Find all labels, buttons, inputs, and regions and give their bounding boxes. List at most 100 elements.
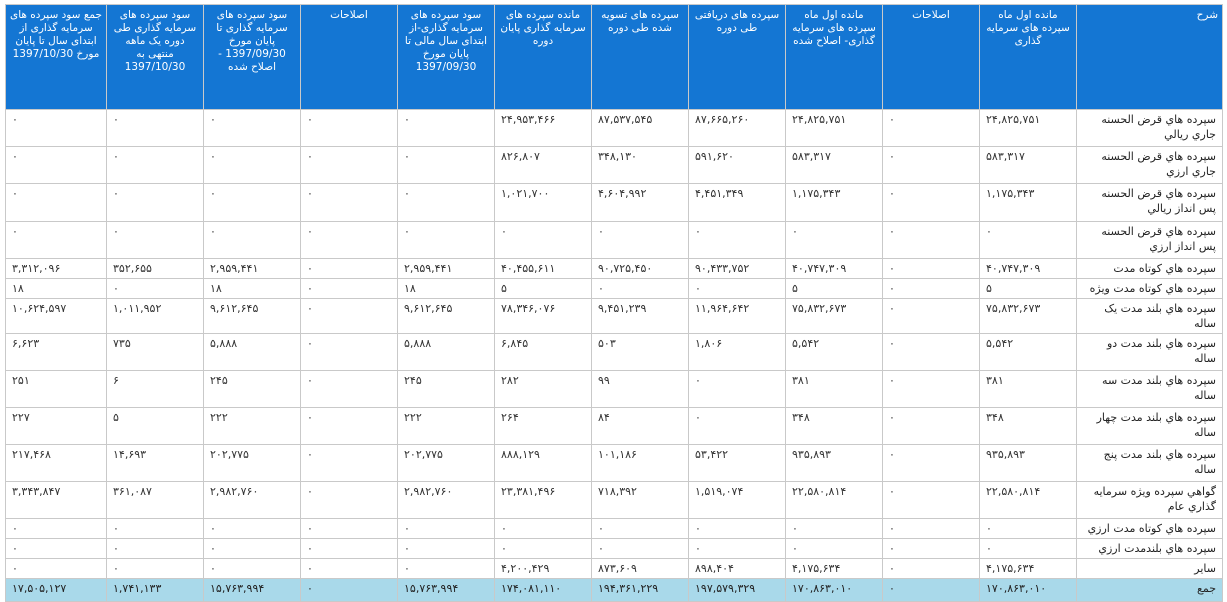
cell-profit-month: ۰	[106, 538, 204, 559]
header-row: شرح مانده اول ماه سپرده های سرمایه گذاری…	[5, 4, 1223, 110]
header-adjustments: اصلاحات	[882, 4, 980, 110]
cell-profit-adjustments: ۰	[300, 146, 398, 184]
total-opening-balance-adjusted: ۱۷۰,۸۶۳,۰۱۰	[785, 578, 883, 602]
cell-opening-balance: ۴۰,۷۴۷,۳۰۹	[979, 258, 1077, 279]
cell-profit-total: ۰	[5, 558, 107, 579]
cell-description: ساير	[1076, 558, 1223, 579]
cell-opening-balance: ۵,۵۴۲	[979, 333, 1077, 371]
cell-received-deposits: ۰	[688, 370, 786, 408]
cell-settled-deposits: ۳۴۸,۱۳۰	[591, 146, 689, 184]
total-row: جمع ۱۷۰,۸۶۳,۰۱۰ ۰ ۱۷۰,۸۶۳,۰۱۰ ۱۹۷,۵۷۹,۳۲۹ ۱۹۴…	[5, 578, 1223, 602]
cell-description: سپرده هاي بلند مدت سه ساله	[1076, 370, 1223, 408]
table-row: سپرده هاي بلند مدت يک ساله ۷۵,۸۳۲,۶۷۳ ۰ ۷۵,…	[5, 298, 1223, 334]
cell-profit-ytd: ۰	[397, 538, 495, 559]
cell-received-deposits: ۸۹۸,۴۰۴	[688, 558, 786, 579]
total-opening-balance: ۱۷۰,۸۶۳,۰۱۰	[979, 578, 1077, 602]
cell-profit-ytd: ۰	[397, 558, 495, 579]
cell-settled-deposits: ۰	[591, 278, 689, 299]
cell-received-deposits: ۱,۵۱۹,۰۷۴	[688, 481, 786, 519]
total-adjustments: ۰	[882, 578, 980, 602]
cell-profit-adjustments: ۰	[300, 298, 398, 334]
cell-description: سپرده هاي بلند مدت يک ساله	[1076, 298, 1223, 334]
cell-closing-balance: ۰	[494, 518, 592, 539]
cell-description: سپرده هاي بلند مدت پنج ساله	[1076, 444, 1223, 482]
cell-opening-balance-adjusted: ۰	[785, 538, 883, 559]
cell-profit-month: ۰	[106, 183, 204, 222]
table-row: سپرده هاي كوتاه مدت ۴۰,۷۴۷,۳۰۹ ۰ ۴۰,۷۴۷,۳۰۹…	[5, 258, 1223, 279]
cell-profit-ytd: ۰	[397, 109, 495, 147]
table-row: سپرده هاي بلند مدت سه ساله ۳۸۱ ۰ ۳۸۱ ۰ ۹۹ ۲۸۲ ۲…	[5, 370, 1223, 408]
total-received-deposits: ۱۹۷,۵۷۹,۳۲۹	[688, 578, 786, 602]
cell-profit-total: ۰	[5, 518, 107, 539]
header-settled-deposits: سپرده های تسویه شده طی دوره	[591, 4, 689, 110]
cell-profit-adjusted: ۱۸	[203, 278, 301, 299]
cell-profit-total: ۰	[5, 221, 107, 259]
cell-profit-month: ۰	[106, 221, 204, 259]
cell-profit-month: ۱۴,۶۹۳	[106, 444, 204, 482]
cell-description: سپرده هاي كوتاه مدت ويژه	[1076, 278, 1223, 299]
cell-profit-adjustments: ۰	[300, 370, 398, 408]
cell-received-deposits: ۰	[688, 407, 786, 445]
cell-closing-balance: ۲۳,۳۸۱,۴۹۶	[494, 481, 592, 519]
cell-profit-adjusted: ۰	[203, 518, 301, 539]
cell-profit-total: ۰	[5, 109, 107, 147]
header-profit-month: سود سپرده های سرمایه گذاری طی دوره یک ما…	[106, 4, 204, 110]
table-row: سپرده هاي قرض الحسنه جاري ارزي ۵۸۳,۳۱۷ ۰ ۵۸…	[5, 146, 1223, 184]
cell-adjustments: ۰	[882, 221, 980, 259]
cell-profit-month: ۰	[106, 109, 204, 147]
cell-profit-month: ۱,۰۱۱,۹۵۲	[106, 298, 204, 334]
cell-profit-adjusted: ۰	[203, 183, 301, 222]
cell-opening-balance-adjusted: ۵	[785, 278, 883, 299]
total-description: جمع	[1076, 578, 1223, 602]
cell-profit-ytd: ۰	[397, 146, 495, 184]
cell-profit-adjustments: ۰	[300, 221, 398, 259]
cell-adjustments: ۰	[882, 146, 980, 184]
cell-opening-balance: ۲۴,۸۲۵,۷۵۱	[979, 109, 1077, 147]
cell-opening-balance-adjusted: ۰	[785, 221, 883, 259]
cell-closing-balance: ۲۸۲	[494, 370, 592, 408]
cell-profit-total: ۲۲۷	[5, 407, 107, 445]
cell-opening-balance-adjusted: ۹۳۵,۸۹۳	[785, 444, 883, 482]
header-opening-balance: مانده اول ماه سپرده های سرمایه گذاری	[979, 4, 1077, 110]
cell-settled-deposits: ۹,۴۵۱,۲۳۹	[591, 298, 689, 334]
cell-description: سپرده هاي كوتاه مدت	[1076, 258, 1223, 279]
cell-profit-adjustments: ۰	[300, 183, 398, 222]
cell-opening-balance: ۳۸۱	[979, 370, 1077, 408]
cell-profit-adjusted: ۰	[203, 146, 301, 184]
table-row: ساير ۴,۱۷۵,۶۳۴ ۰ ۴,۱۷۵,۶۳۴ ۸۹۸,۴۰۴ ۸۷۳,۶۰۹ ۴,۲…	[5, 558, 1223, 579]
table-row: سپرده هاي قرض الحسنه جاري ريالي ۲۴,۸۲۵,۷۵…	[5, 109, 1223, 147]
total-profit-total: ۱۷,۵۰۵,۱۲۷	[5, 578, 107, 602]
total-profit-adjustments: ۰	[300, 578, 398, 602]
cell-profit-month: ۰	[106, 146, 204, 184]
cell-opening-balance: ۱,۱۷۵,۳۴۳	[979, 183, 1077, 222]
cell-settled-deposits: ۱۰۱,۱۸۶	[591, 444, 689, 482]
cell-opening-balance-adjusted: ۳۸۱	[785, 370, 883, 408]
cell-closing-balance: ۰	[494, 538, 592, 559]
cell-profit-total: ۲۵۱	[5, 370, 107, 408]
cell-adjustments: ۰	[882, 370, 980, 408]
cell-opening-balance: ۰	[979, 518, 1077, 539]
header-profit-adjusted: سود سپرده های سرمایه گذاری تا پایان مورخ…	[203, 4, 301, 110]
cell-profit-ytd: ۲۲۲	[397, 407, 495, 445]
cell-closing-balance: ۴,۲۰۰,۴۲۹	[494, 558, 592, 579]
cell-profit-month: ۳۵۲,۶۵۵	[106, 258, 204, 279]
cell-profit-total: ۱۰,۶۲۴,۵۹۷	[5, 298, 107, 334]
cell-closing-balance: ۸۸۸,۱۲۹	[494, 444, 592, 482]
cell-opening-balance: ۰	[979, 221, 1077, 259]
cell-profit-adjusted: ۰	[203, 221, 301, 259]
total-closing-balance: ۱۷۴,۰۸۱,۱۱۰	[494, 578, 592, 602]
table-row: سپرده هاي قرض الحسنه پس انداز ريالي ۱,۱۷۵…	[5, 183, 1223, 222]
cell-profit-ytd: ۰	[397, 183, 495, 222]
cell-settled-deposits: ۴,۶۰۴,۹۹۲	[591, 183, 689, 222]
cell-adjustments: ۰	[882, 109, 980, 147]
cell-settled-deposits: ۰	[591, 221, 689, 259]
cell-profit-total: ۰	[5, 146, 107, 184]
cell-profit-adjustments: ۰	[300, 538, 398, 559]
cell-profit-month: ۰	[106, 518, 204, 539]
cell-profit-month: ۰	[106, 558, 204, 579]
cell-profit-adjustments: ۰	[300, 278, 398, 299]
table-row: گواهي سپرده ويژه سرمايه گذاري عام ۲۲,۵۸۰,…	[5, 481, 1223, 519]
header-closing-balance: مانده سپرده های سرمایه گذاری پایان دوره	[494, 4, 592, 110]
table-row: سپرده هاي كوتاه مدت ويژه ۵ ۰ ۵ ۰ ۰ ۵ ۱۸ ۰ ۱۸ ۰ ۱۸	[5, 278, 1223, 299]
cell-opening-balance-adjusted: ۳۴۸	[785, 407, 883, 445]
